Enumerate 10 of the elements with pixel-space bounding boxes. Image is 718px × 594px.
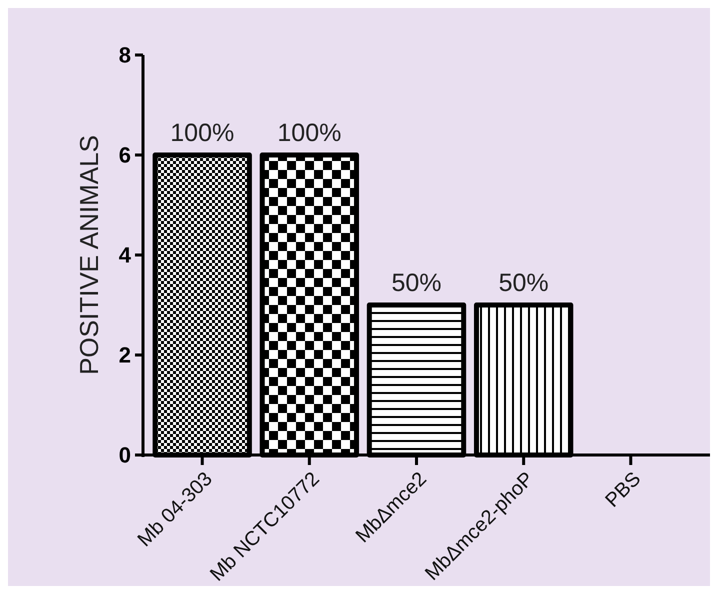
- y-tick-label: 6: [118, 142, 131, 168]
- y-axis-title: POSITIVE ANIMALS: [74, 135, 104, 375]
- y-tick-label: 8: [118, 42, 131, 68]
- annotation: 50%: [391, 269, 442, 297]
- annotation: 100%: [277, 119, 342, 147]
- y-tick-label: 4: [118, 242, 132, 268]
- annotation: 50%: [498, 269, 549, 297]
- y-tick-label: 0: [118, 442, 131, 468]
- y-tick-label: 2: [118, 342, 131, 368]
- annotation: 100%: [170, 119, 234, 147]
